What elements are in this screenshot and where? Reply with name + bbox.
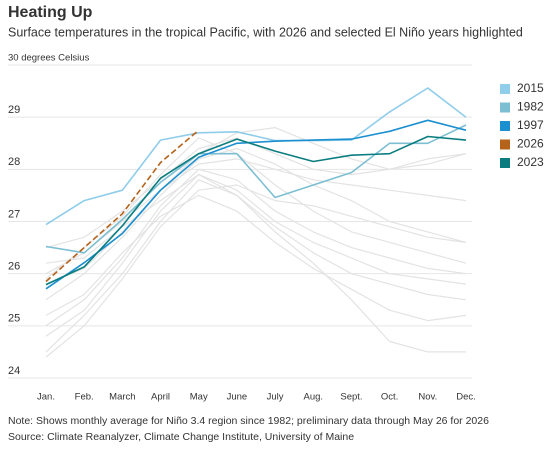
x-tick-label: Nov. [418,392,437,403]
x-tick-label: July [267,392,284,403]
line [45,129,200,283]
x-tick-label: March [109,392,135,403]
line [45,158,467,275]
x-tick-label: April [151,392,170,403]
legend-swatch [500,158,510,168]
y-tick-label: 26 [8,261,20,273]
chart-subtitle: Surface temperatures in the tropical Pac… [8,25,523,39]
line [45,168,467,327]
x-tick-label: Jan. [37,392,55,403]
source: Source: Climate Reanalyzer, Climate Chan… [8,431,354,443]
line [45,124,467,254]
y-tick-label: 25 [8,313,20,325]
line [45,194,467,322]
y-tick-label: 29 [8,104,20,116]
line [45,184,467,358]
note: Note: Shows monthly average for Niño 3.4… [8,415,489,427]
legend-swatch [500,121,510,131]
line [45,137,467,280]
y-tick-label: 24 [8,365,20,377]
x-tick-label: Oct. [381,392,398,403]
line [45,179,467,353]
legend-label: 1982 [517,100,544,114]
y-tick-label: 28 [8,156,20,168]
y-tick-label: 27 [8,208,20,220]
legend-swatch [500,84,510,94]
line [45,174,466,353]
line [45,135,467,286]
legend-label: 2015 [517,81,544,95]
line [45,174,467,337]
legend-swatch [500,102,510,113]
line [45,147,467,301]
y-tick-label: 30 degrees Celsius [8,53,90,64]
legend-label: 2026 [517,137,544,151]
legend-label: 1997 [517,118,544,132]
legend-swatch [500,139,510,150]
x-tick-label: Dec. [456,392,476,403]
x-tick-label: Feb. [75,392,94,403]
line [45,119,467,290]
x-tick-label: Sept. [340,392,362,403]
line [45,87,467,226]
chart-title: Heating Up [8,4,93,21]
x-tick-label: May [190,392,208,403]
x-tick-label: June [227,392,248,403]
legend-label: 2023 [517,155,544,169]
x-tick-label: Aug. [303,392,323,403]
